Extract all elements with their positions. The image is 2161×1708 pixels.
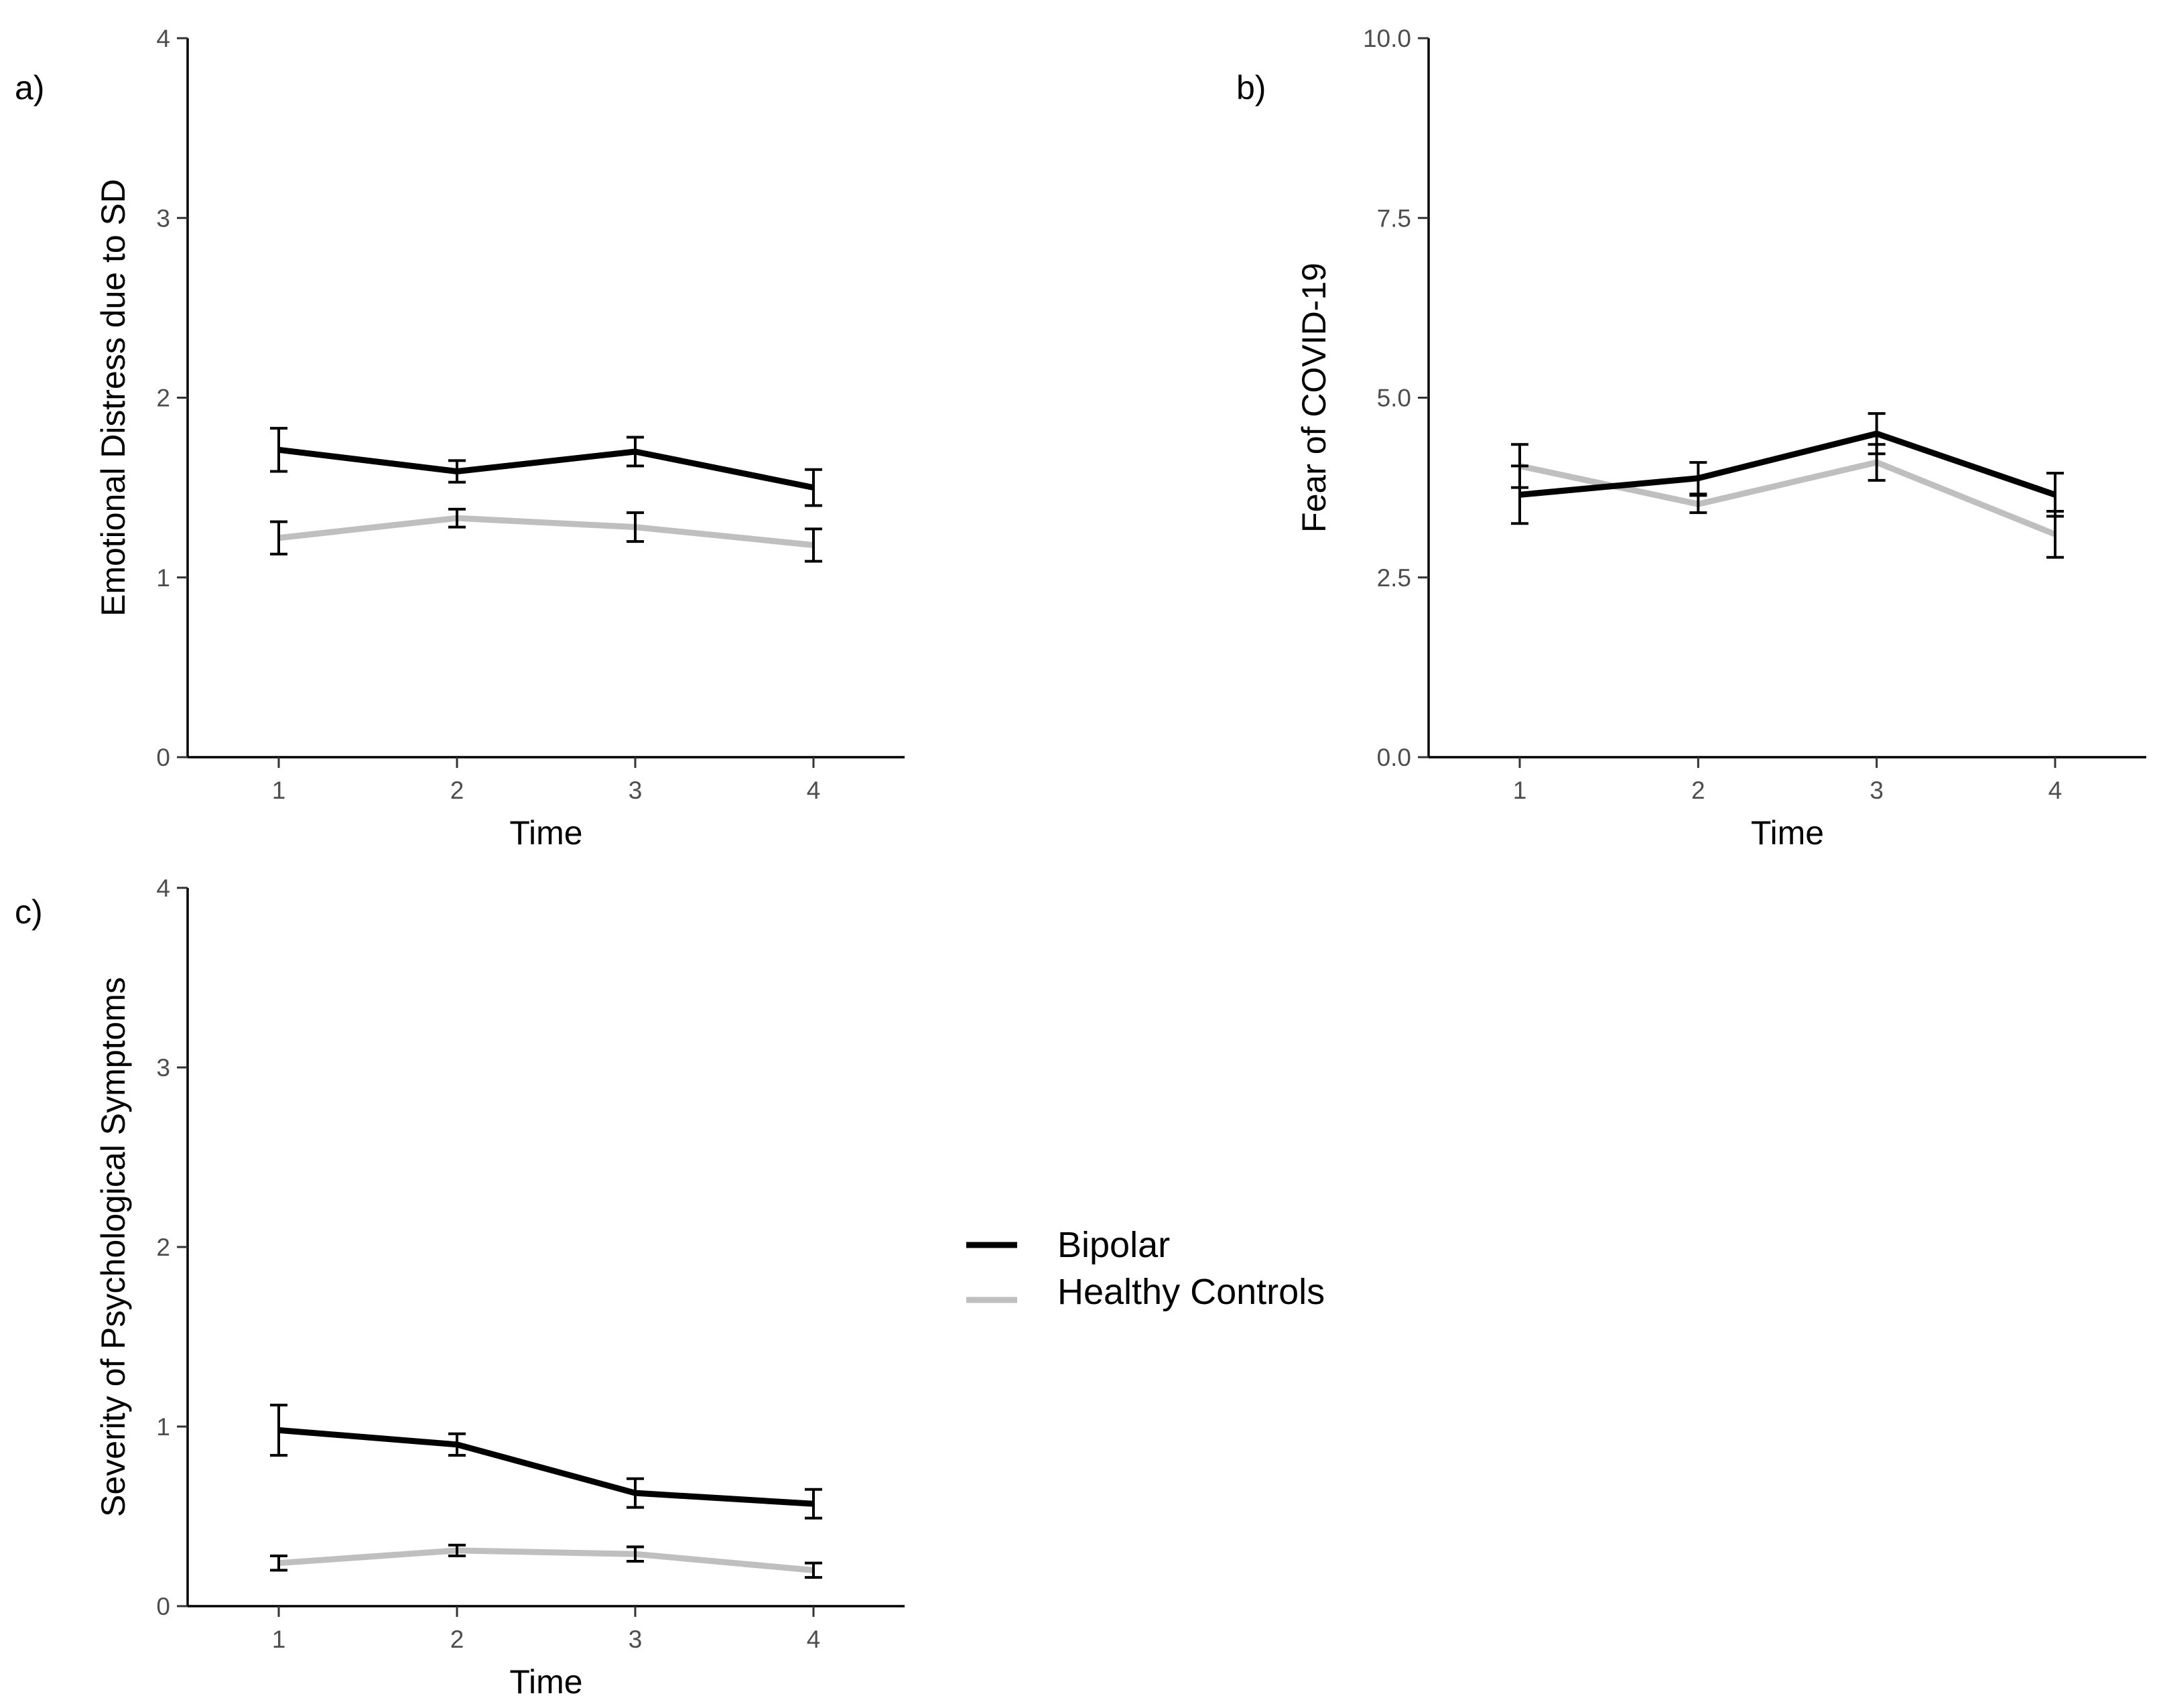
y-tick-label: 5.0 [1377, 385, 1411, 412]
panel-label: b) [1236, 69, 1266, 107]
x-tick-label: 1 [272, 777, 286, 804]
x-axis-title: Time [509, 1663, 582, 1701]
y-tick-label: 2 [156, 385, 170, 412]
y-tick-label: 0 [156, 744, 170, 771]
error-bar-bipolar [805, 1488, 822, 1520]
error-bar-healthy-controls [448, 507, 466, 529]
x-tick-label: 1 [1513, 777, 1527, 804]
x-tick-label: 4 [2048, 777, 2062, 804]
error-bar-healthy-controls [448, 1543, 466, 1557]
error-bar-bipolar [448, 1432, 466, 1457]
y-tick-label: 0 [156, 1593, 170, 1620]
x-axis-title: Time [1751, 814, 1824, 852]
y-tick-label: 2 [156, 1234, 170, 1261]
x-tick-label: 2 [1691, 777, 1705, 804]
x-tick-label: 3 [1870, 777, 1884, 804]
y-tick-label: 4 [156, 25, 170, 52]
legend-label-bipolar: Bipolar [1057, 1225, 1170, 1265]
legend-label-healthy-controls: Healthy Controls [1057, 1272, 1325, 1312]
x-axis-title: Time [509, 814, 582, 852]
x-tick-label: 4 [807, 777, 821, 804]
y-axis-title: Emotional Distress due to SD [94, 179, 132, 616]
error-bar-healthy-controls [805, 527, 822, 563]
panel-b: b) 0.0 2.5 5.0 7.5 10.0 1 2 3 4 Time Fear of COVID-… [1236, 25, 2146, 852]
error-bar-bipolar [448, 459, 466, 484]
x-tick-label: 4 [807, 1626, 821, 1653]
panel-label: c) [15, 893, 43, 931]
series-line-healthy-controls [278, 515, 814, 548]
series-line-bipolar [1519, 430, 2056, 498]
error-bar-healthy-controls [805, 1561, 822, 1579]
y-axis-title: Severity of Psychological Symptoms [94, 977, 132, 1517]
error-bar-bipolar [270, 1403, 287, 1457]
panel-a: a) 0 1 2 3 4 1 2 3 4 Time Emotional Distress due to… [15, 25, 905, 852]
y-tick-label: 2.5 [1377, 564, 1411, 592]
y-tick-label: 10.0 [1363, 25, 1411, 52]
y-tick-label: 1 [156, 564, 170, 592]
error-bar-healthy-controls [627, 511, 644, 543]
error-bar-bipolar [805, 468, 822, 507]
series-line-bipolar [278, 1427, 814, 1507]
series-line-healthy-controls [1519, 459, 2056, 537]
x-tick-label: 3 [629, 1626, 643, 1653]
error-bar-healthy-controls [1868, 443, 1886, 482]
y-tick-label: 7.5 [1377, 204, 1411, 232]
y-tick-label: 1 [156, 1413, 170, 1441]
x-tick-label: 2 [450, 777, 464, 804]
y-tick-label: 3 [156, 204, 170, 232]
error-bar-healthy-controls [1689, 494, 1707, 515]
y-tick-label: 4 [156, 874, 170, 902]
panel-c: c) 0 1 2 3 4 1 2 3 4 Time Severity of Psychological… [15, 874, 905, 1701]
x-tick-label: 3 [629, 777, 643, 804]
x-tick-label: 2 [450, 1626, 464, 1653]
x-tick-label: 1 [272, 1626, 286, 1653]
error-bar-healthy-controls [1511, 443, 1528, 489]
panel-label: a) [15, 69, 44, 107]
y-tick-label: 3 [156, 1054, 170, 1081]
error-bar-healthy-controls [270, 520, 287, 555]
error-bar-healthy-controls [627, 1545, 644, 1563]
error-bar-bipolar [1689, 461, 1707, 496]
error-bar-healthy-controls [2046, 510, 2064, 559]
error-bar-bipolar [270, 427, 287, 473]
series-line-bipolar [278, 446, 814, 491]
error-bar-bipolar [627, 1477, 644, 1509]
legend: Bipolar Healthy Controls [966, 1225, 1325, 1312]
y-axis-title: Fear of COVID-19 [1295, 263, 1333, 533]
series-line-healthy-controls [278, 1547, 814, 1573]
y-tick-label: 0.0 [1377, 744, 1411, 771]
error-bar-healthy-controls [270, 1554, 287, 1572]
error-bar-bipolar [627, 436, 644, 468]
